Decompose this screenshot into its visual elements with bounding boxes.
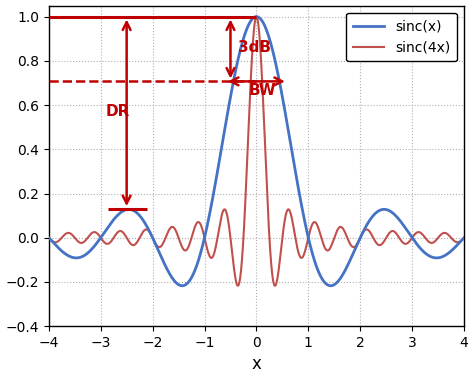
sinc(x) xyxy=(461,235,467,240)
sinc(4x) xyxy=(46,235,52,240)
sinc(x) xyxy=(310,252,316,257)
sinc(4x) xyxy=(67,231,73,235)
X-axis label: x: x xyxy=(252,356,261,373)
sinc(x) xyxy=(196,256,202,260)
sinc(4x) xyxy=(354,242,360,247)
Text: 3dB: 3dB xyxy=(238,40,271,55)
sinc(4x) xyxy=(310,221,316,226)
sinc(4x) xyxy=(376,243,382,247)
sinc(4x) xyxy=(254,14,259,19)
sinc(4x) xyxy=(461,235,467,240)
sinc(x) xyxy=(376,208,382,213)
sinc(x) xyxy=(292,165,298,169)
Text: BW: BW xyxy=(249,83,276,98)
Text: DR: DR xyxy=(106,104,130,119)
sinc(x) xyxy=(354,243,360,247)
sinc(x) xyxy=(46,235,52,240)
sinc(4x) xyxy=(196,220,202,225)
sinc(x) xyxy=(179,283,185,288)
Line: sinc(4x): sinc(4x) xyxy=(49,17,464,286)
Line: sinc(x): sinc(x) xyxy=(49,17,464,286)
sinc(4x) xyxy=(292,231,298,236)
sinc(x) xyxy=(254,14,259,19)
sinc(x) xyxy=(67,254,73,258)
Legend: sinc(x), sinc(4x): sinc(x), sinc(4x) xyxy=(346,13,457,61)
sinc(4x) xyxy=(235,283,241,288)
